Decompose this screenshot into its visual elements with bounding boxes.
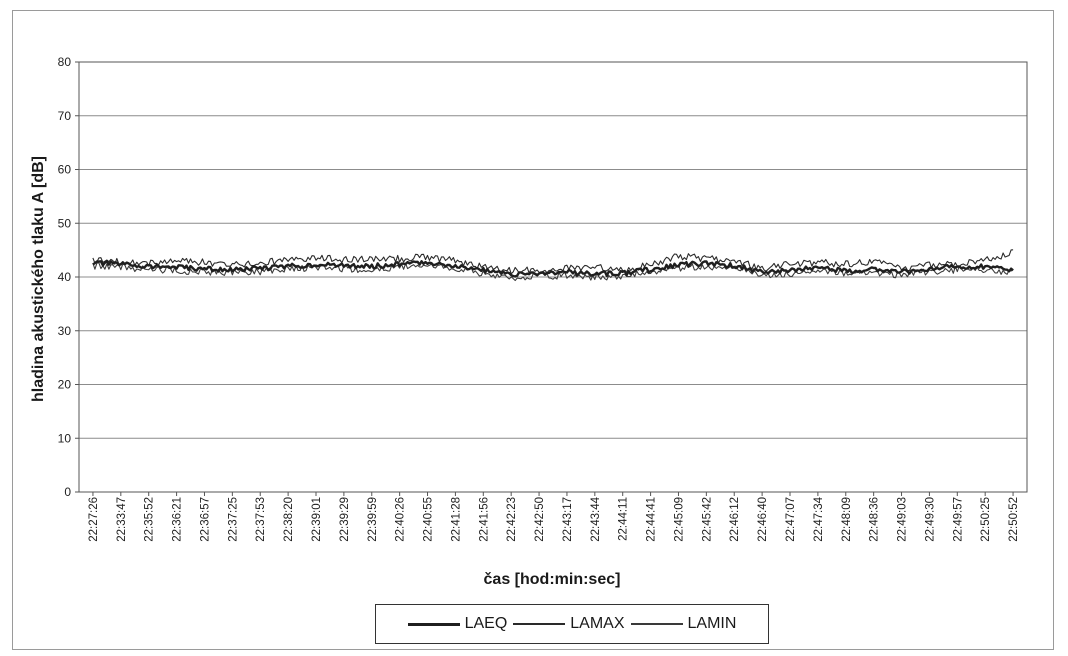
x-tick-label: 22:40:55 — [423, 497, 435, 542]
x-tick-label: 22:39:59 — [367, 497, 379, 542]
legend-item-lamax: LAMAX — [513, 615, 625, 633]
series-line-lamin — [92, 262, 1014, 282]
x-tick-label: 22:49:03 — [897, 497, 909, 542]
series-lines — [92, 249, 1014, 282]
x-tick-label: 22:43:44 — [590, 496, 602, 541]
x-tick-label: 22:47:34 — [813, 496, 825, 541]
x-tick-label: 22:46:40 — [757, 497, 769, 542]
y-tick-label: 50 — [58, 216, 72, 230]
x-tick-label: 22:37:25 — [227, 497, 239, 542]
x-tick-label: 22:27:26 — [88, 497, 100, 542]
gridlines — [79, 115, 1027, 439]
x-tick-label: 22:42:23 — [506, 497, 518, 542]
y-axis-title: hladina akustického tlaku A [dB] — [30, 156, 47, 402]
series-line-lamax — [92, 249, 1014, 275]
y-tick-label: 30 — [58, 324, 72, 338]
x-tick-label: 22:41:28 — [450, 497, 462, 542]
y-tick-label: 80 — [58, 55, 72, 69]
legend-swatch-lamin — [630, 623, 683, 625]
y-tick-label: 60 — [58, 163, 72, 177]
y-tick-label: 20 — [58, 378, 72, 392]
y-tick-label: 0 — [64, 485, 71, 499]
legend-swatch-laeq — [407, 622, 460, 626]
x-tick-label: 22:48:09 — [841, 497, 853, 542]
y-tick-labels: 0 10 20 30 40 50 60 70 80 — [58, 55, 79, 499]
x-tick-label: 22:38:20 — [283, 497, 295, 542]
x-tick-label: 22:39:29 — [339, 497, 351, 542]
x-axis-title: čas [hod:min:sec] — [484, 571, 621, 588]
legend-item-laeq: LAEQ — [407, 615, 508, 633]
x-tick-labels: 22:27:26 22:33:47 22:35:52 22:36:21 22:36:57… — [88, 492, 1020, 542]
legend-item-lamin: LAMIN — [630, 615, 737, 633]
x-tick-label: 22:50:52 — [1008, 497, 1020, 542]
legend-label: LAEQ — [464, 615, 508, 632]
x-tick-label: 22:43:17 — [562, 497, 574, 542]
x-tick-label: 22:46:12 — [729, 497, 741, 542]
x-tick-label: 22:49:30 — [924, 497, 936, 542]
x-tick-label: 22:37:53 — [255, 497, 267, 542]
y-tick-label: 70 — [58, 109, 72, 123]
x-tick-label: 22:48:36 — [869, 497, 881, 542]
chart-frame — [12, 10, 1054, 650]
x-tick-label: 22:45:42 — [701, 497, 713, 542]
x-tick-label: 22:44:41 — [646, 497, 658, 542]
x-tick-label: 22:42:50 — [534, 497, 546, 542]
chart-legend: LAEQ LAMAX LAMIN — [375, 604, 769, 644]
x-tick-label: 22:45:09 — [673, 497, 685, 542]
x-tick-label: 22:35:52 — [144, 497, 156, 542]
x-tick-label: 22:40:26 — [395, 497, 407, 542]
x-tick-label: 22:49:57 — [952, 497, 964, 542]
x-tick-label: 22:41:56 — [478, 497, 490, 542]
y-tick-label: 10 — [58, 431, 72, 445]
x-tick-label: 22:36:57 — [199, 497, 211, 542]
x-tick-label: 22:44:11 — [618, 497, 630, 541]
x-tick-label: 22:39:01 — [311, 497, 323, 542]
x-tick-label: 22:50:25 — [980, 497, 992, 542]
x-tick-label: 22:36:21 — [172, 497, 184, 542]
legend-swatch-lamax — [513, 623, 566, 625]
series-line-laeq — [92, 260, 1014, 278]
y-tick-label: 40 — [58, 270, 72, 284]
legend-label: LAMAX — [570, 615, 625, 632]
legend-label: LAMIN — [687, 615, 737, 632]
x-tick-label: 22:33:47 — [116, 497, 128, 542]
x-tick-label: 22:47:07 — [785, 497, 797, 542]
